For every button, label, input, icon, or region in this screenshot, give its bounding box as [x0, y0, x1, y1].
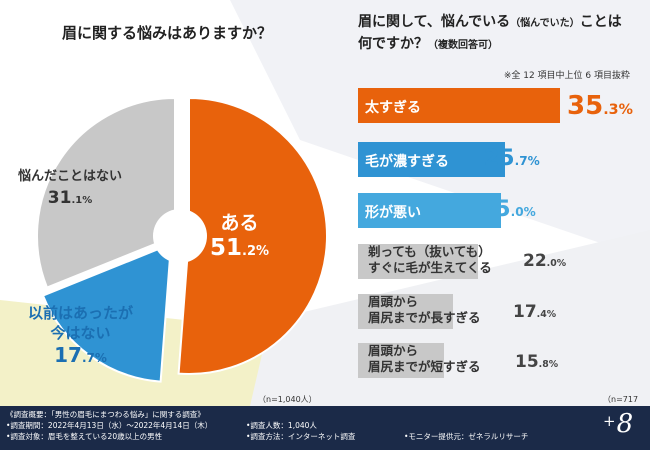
bar-label-5: 眉頭から 眉尻までが長すぎる: [368, 294, 481, 325]
chart-note: ※全 12 項目中上位 6 項目抜粋: [503, 71, 630, 81]
pie-label-none: 悩んだことはない 31.1%: [18, 169, 123, 208]
pie-label-past: 以前はあったが 今はない 17.7%: [28, 304, 134, 367]
pie-slice-past: [41, 242, 173, 383]
pie-center-hole: [153, 209, 207, 263]
brand-logo: +8: [603, 409, 634, 439]
footer-target: •調査対象：眉毛を整えている20歳以上の男性: [6, 432, 163, 441]
bar-label-2: 毛が濃すぎる: [365, 154, 449, 170]
bar-value-3: 25.0%: [480, 197, 536, 222]
pie-slice-aru: [177, 96, 328, 375]
survey-footer: 《調査概要：「男性の眉毛にまつわる悩み」に関する調査》 •調査期間：2022年4…: [0, 406, 650, 450]
bar-value-2: 25.7%: [484, 146, 540, 171]
bar-1: [358, 88, 560, 123]
bar-value-4: 22.0%: [523, 251, 567, 271]
bar-value-5: 17.4%: [513, 302, 557, 322]
bar-6: [358, 343, 444, 378]
bar-4: [358, 244, 478, 279]
bar-label-3: 形が悪い: [365, 205, 421, 221]
right-chart-title: 眉に関して、悩んでいる（悩んでいた）ことは 何ですか？（複数回答可）: [358, 14, 622, 52]
bar-value-6: 15.8%: [515, 352, 559, 372]
left-sample-size: （n=1,040人）: [258, 395, 317, 404]
left-chart-title: 眉に関する悩みはありますか？: [62, 24, 273, 42]
footer-title: 《調査概要：「男性の眉毛にまつわる悩み」に関する調査》: [6, 410, 205, 419]
footer-period: •調査期間：2022年4月13日（水）〜2022年4月14日（木）: [6, 421, 213, 430]
bar-2: [358, 142, 506, 177]
pie-slice-none: [36, 96, 176, 289]
footer-people: •調査人数：1,040人: [246, 421, 317, 430]
bar-3: [358, 193, 502, 228]
bar-label-1: 太すぎる: [365, 100, 421, 116]
footer-monitor: •モニター提供元：ゼネラルリサーチ: [404, 432, 529, 441]
footer-method: •調査方法：インターネット調査: [246, 432, 356, 441]
bar-label-4: 剃っても（抜いても） すぐに毛が生えてくる: [368, 244, 492, 275]
bar-value-1: 35.3%: [567, 91, 633, 121]
bar-5: [358, 294, 453, 329]
pie-label-aru: ある 51.2%: [210, 212, 270, 261]
bar-label-6: 眉頭から 眉尻までが短すぎる: [368, 343, 481, 374]
